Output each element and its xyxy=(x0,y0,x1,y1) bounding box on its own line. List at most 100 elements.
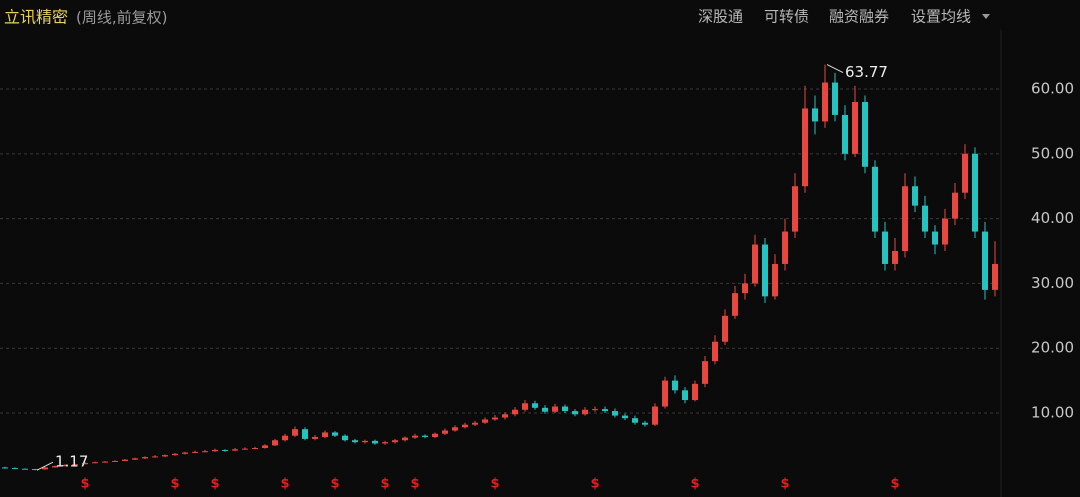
candle-body xyxy=(32,469,38,471)
candle-body xyxy=(382,442,388,444)
dividend-marker: $ xyxy=(330,477,339,492)
candle-body xyxy=(472,422,478,425)
dividend-marker: $ xyxy=(80,477,89,492)
candle-body xyxy=(212,449,218,452)
candle-body xyxy=(782,231,788,264)
candle-body xyxy=(392,440,398,443)
candle-body xyxy=(872,166,878,232)
candle-body xyxy=(832,82,838,115)
candle-body xyxy=(942,218,948,245)
dividend-marker: $ xyxy=(590,477,599,492)
dividend-marker: $ xyxy=(380,477,389,492)
chart-subtitle: (周线,前复权) xyxy=(76,9,167,27)
candle-body xyxy=(412,435,418,438)
candle-body xyxy=(312,436,318,439)
candle-body xyxy=(822,82,828,122)
candle-body xyxy=(732,293,738,316)
candle-body xyxy=(932,231,938,245)
candle-body xyxy=(622,415,628,419)
candle-body xyxy=(752,244,758,284)
candle-body xyxy=(222,449,228,451)
candle-body xyxy=(42,467,48,470)
candle-body xyxy=(862,101,868,167)
candle-body xyxy=(302,429,308,439)
candle-body xyxy=(702,361,708,384)
candle-body xyxy=(82,462,88,465)
candle-body xyxy=(992,263,998,290)
candle-body xyxy=(512,409,518,415)
candle-body xyxy=(892,251,898,264)
candle-body xyxy=(642,422,648,425)
annotation-label: 63.77 xyxy=(845,63,888,81)
candle-body xyxy=(282,435,288,441)
candle-body xyxy=(762,244,768,297)
candle-body xyxy=(2,467,8,469)
candle-body xyxy=(362,440,368,443)
candle-body xyxy=(722,315,728,342)
candle-body xyxy=(842,114,848,154)
dropdown-arrow[interactable] xyxy=(982,14,990,19)
candle-body xyxy=(742,283,748,294)
dividend-marker: $ xyxy=(410,477,419,492)
dividend-marker: $ xyxy=(210,477,219,492)
candle-body xyxy=(442,430,448,434)
y-tick-label: 20.00 xyxy=(1031,339,1074,357)
candle-body xyxy=(202,451,208,453)
toolbar-item[interactable]: 融资融券 xyxy=(829,8,889,26)
candle-body xyxy=(102,461,108,463)
candle-body xyxy=(452,427,458,431)
y-tick-label: 30.00 xyxy=(1031,274,1074,292)
candle-body xyxy=(22,468,28,470)
candle-body xyxy=(922,205,928,232)
dividend-marker: $ xyxy=(890,477,899,492)
candle-body xyxy=(322,432,328,437)
candle-body xyxy=(182,452,188,454)
candle-body xyxy=(242,448,248,450)
candle-body xyxy=(152,456,158,458)
candle-body xyxy=(122,459,128,461)
toolbar-item[interactable]: 设置均线 xyxy=(911,8,971,26)
dividend-marker: $ xyxy=(690,477,699,492)
candle-body xyxy=(112,460,118,462)
candle-body xyxy=(532,403,538,408)
dividend-marker: $ xyxy=(490,477,499,492)
candle-body xyxy=(812,108,818,122)
stock-name: 立讯精密 xyxy=(4,8,68,27)
candle-body xyxy=(882,231,888,264)
candle-body xyxy=(852,101,858,154)
candle-body xyxy=(372,440,378,444)
candle-body xyxy=(92,462,98,464)
candle-body xyxy=(772,263,778,297)
candle-body xyxy=(192,451,198,453)
candle-body xyxy=(172,453,178,456)
candle-body xyxy=(572,411,578,415)
toolbar-item[interactable]: 可转债 xyxy=(764,8,809,26)
candle-body xyxy=(672,380,678,391)
y-tick-label: 50.00 xyxy=(1031,144,1074,162)
candle-body xyxy=(962,153,968,193)
candle-body xyxy=(52,466,58,468)
toolbar-item[interactable]: 深股通 xyxy=(698,8,743,26)
candle-body xyxy=(432,433,438,437)
annotation-arrow xyxy=(36,461,54,471)
y-tick-label: 40.00 xyxy=(1031,209,1074,227)
candle-body xyxy=(132,458,138,460)
candle-body xyxy=(342,435,348,441)
candle-body xyxy=(682,390,688,401)
candle-body xyxy=(632,418,638,423)
candle-body xyxy=(492,417,498,420)
annotation-arrow xyxy=(826,64,844,74)
candle-body xyxy=(522,403,528,410)
candle-body xyxy=(552,406,558,412)
candle-body xyxy=(612,411,618,416)
annotation-label: 1.17 xyxy=(55,453,88,471)
candle-body xyxy=(982,231,988,290)
y-tick-label: 10.00 xyxy=(1031,404,1074,422)
candle-body xyxy=(802,108,808,187)
candle-body xyxy=(712,341,718,362)
candle-body xyxy=(272,440,278,446)
candle-body xyxy=(972,153,978,232)
candle-body xyxy=(252,447,258,449)
